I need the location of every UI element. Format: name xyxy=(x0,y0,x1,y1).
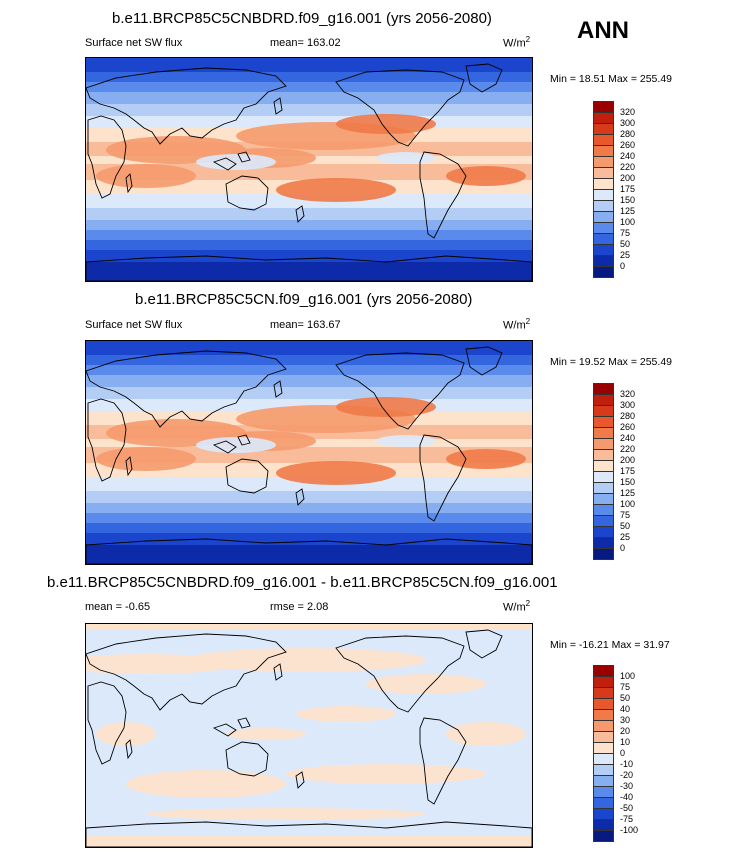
colorbar-tick-label: 300 xyxy=(620,400,636,410)
colorbar-swatch xyxy=(593,548,614,560)
colorbar-tick-label: 100 xyxy=(620,499,636,509)
colorbar-tick-label: 50 xyxy=(620,693,631,703)
colorbar-tick-label: 20 xyxy=(620,726,631,736)
colorbar-tick-label: 175 xyxy=(620,184,636,194)
colorbar-tick-label: 320 xyxy=(620,107,636,117)
colorbar-tick-label: 75 xyxy=(620,510,631,520)
colorbar-tick-label: 125 xyxy=(620,488,636,498)
colorbar-tick-label: -50 xyxy=(620,803,634,813)
colorbar-tick-label: 0 xyxy=(620,543,626,553)
colorbar-tick-label: 200 xyxy=(620,455,636,465)
colorbar-tick-label: 125 xyxy=(620,206,636,216)
panel2-map xyxy=(85,340,533,565)
colorbar-tick-label: 40 xyxy=(620,704,631,714)
colorbar-tick-label: 240 xyxy=(620,433,636,443)
panel3-units: W/m2 xyxy=(503,599,531,614)
colorbar-tick-label: 0 xyxy=(620,748,626,758)
colorbar-tick-label: 50 xyxy=(620,239,631,249)
colorbar-tick-label: -10 xyxy=(620,759,634,769)
colorbar-tick-label: 320 xyxy=(620,389,636,399)
colorbar-tick-label: 220 xyxy=(620,444,636,454)
panel2-units: W/m2 xyxy=(503,317,531,332)
colorbar-tick-label: 10 xyxy=(620,737,631,747)
colorbar-tick-label: 260 xyxy=(620,140,636,150)
colorbar-tick-label: -40 xyxy=(620,792,634,802)
colorbar-tick-label: 0 xyxy=(620,261,626,271)
colorbar-tick-label: 25 xyxy=(620,532,631,542)
colorbar-swatch xyxy=(593,266,614,278)
panel1-units: W/m2 xyxy=(503,35,531,50)
colorbar-tick-label: -20 xyxy=(620,770,634,780)
panel3-mean: mean = -0.65 xyxy=(85,601,151,613)
panel2-mean: mean= 163.67 xyxy=(270,319,341,331)
colorbar-tick-label: 25 xyxy=(620,250,631,260)
colorbar-tick-label: 100 xyxy=(620,671,636,681)
panel2-left-label: Surface net SW flux xyxy=(85,319,183,331)
panel3-rmse: rmse = 2.08 xyxy=(270,601,329,613)
panel1-map xyxy=(85,57,533,282)
colorbar-tick-label: 280 xyxy=(620,129,636,139)
colorbar-tick-label: 220 xyxy=(620,162,636,172)
panel3-minmax: Min = -16.21 Max = 31.97 xyxy=(550,639,670,651)
panel1-title: b.e11.BRCP85C5CNBDRD.f09_g16.001 (yrs 20… xyxy=(112,10,492,27)
panel2-minmax: Min = 19.52 Max = 255.49 xyxy=(550,356,672,368)
season-label: ANN xyxy=(577,17,629,44)
colorbar-tick-label: 175 xyxy=(620,466,636,476)
colorbar-tick-label: 75 xyxy=(620,228,631,238)
colorbar-swatch xyxy=(593,830,614,842)
colorbar-tick-label: 150 xyxy=(620,195,636,205)
panel1-mean: mean= 163.02 xyxy=(270,37,341,49)
colorbar-tick-label: 100 xyxy=(620,217,636,227)
colorbar-tick-label: 280 xyxy=(620,411,636,421)
colorbar-tick-label: 240 xyxy=(620,151,636,161)
panel2-title: b.e11.BRCP85C5CN.f09_g16.001 (yrs 2056-2… xyxy=(135,291,473,308)
colorbar-tick-label: 300 xyxy=(620,118,636,128)
panel1-left-label: Surface net SW flux xyxy=(85,37,183,49)
panel3-title: b.e11.BRCP85C5CNBDRD.f09_g16.001 - b.e11… xyxy=(47,574,558,591)
panel1-minmax: Min = 18.51 Max = 255.49 xyxy=(550,73,672,85)
colorbar-tick-label: -75 xyxy=(620,814,634,824)
colorbar-tick-label: 200 xyxy=(620,173,636,183)
colorbar-tick-label: 150 xyxy=(620,477,636,487)
colorbar-tick-label: 50 xyxy=(620,521,631,531)
panel3-map xyxy=(85,623,533,848)
colorbar-tick-label: -30 xyxy=(620,781,634,791)
colorbar-tick-label: 30 xyxy=(620,715,631,725)
colorbar-tick-label: 75 xyxy=(620,682,631,692)
colorbar-tick-label: -100 xyxy=(620,825,639,835)
colorbar-tick-label: 260 xyxy=(620,422,636,432)
